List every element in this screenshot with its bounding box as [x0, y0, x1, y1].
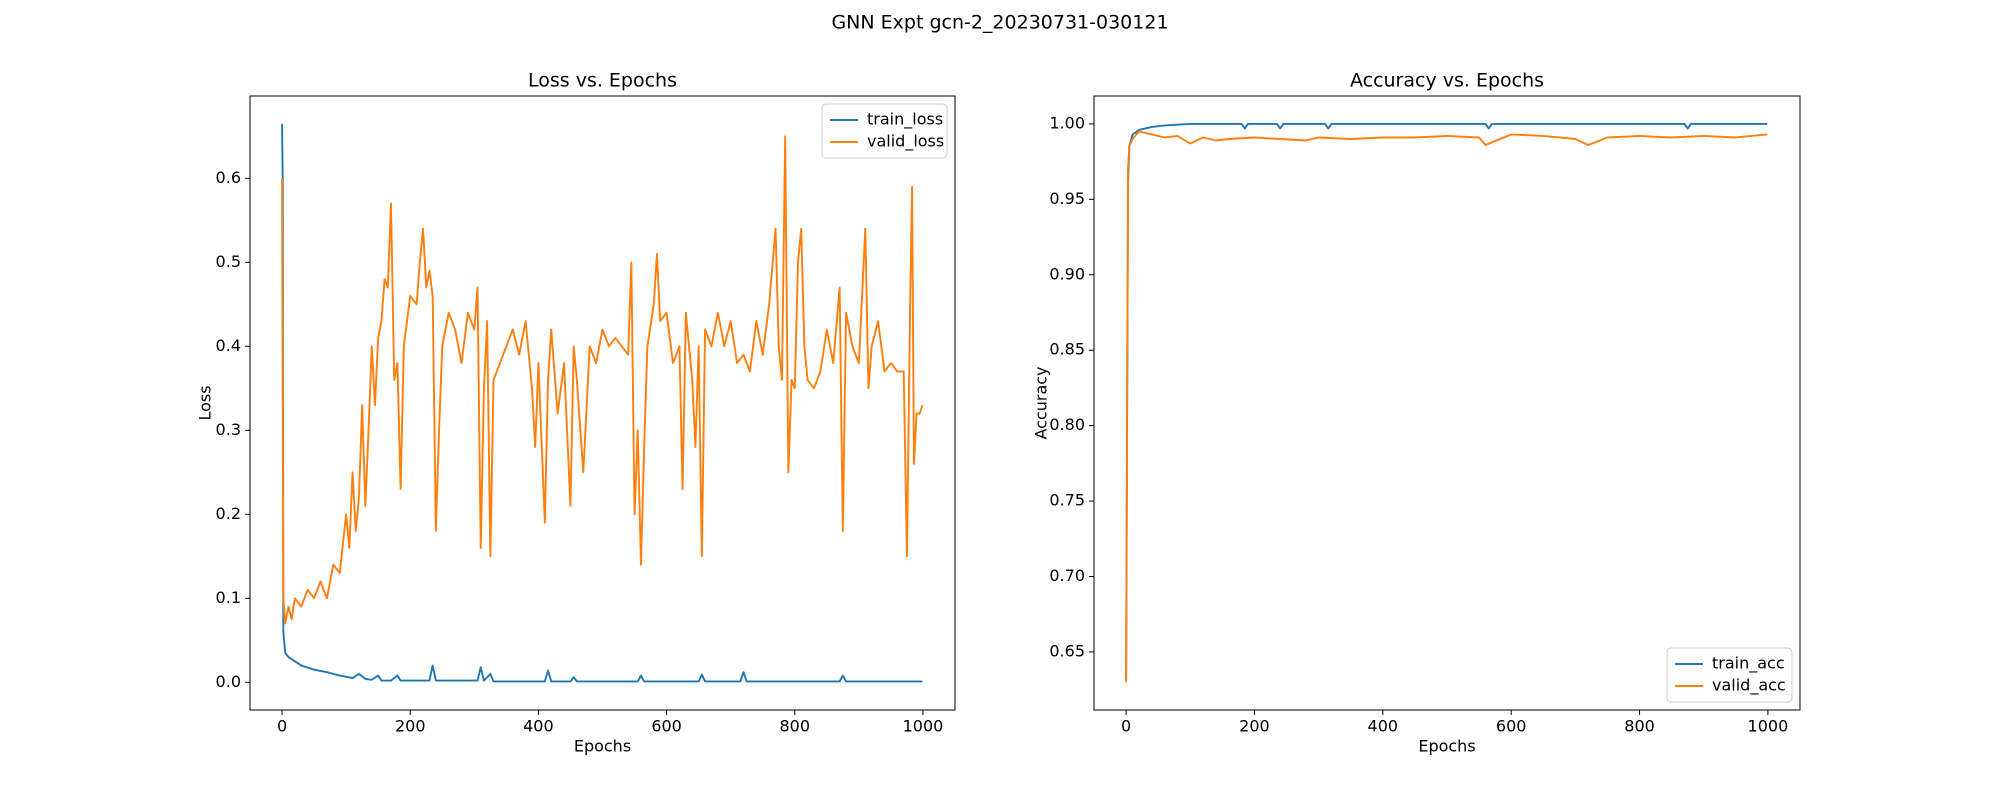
- line-series: [1125, 130, 1768, 683]
- x-tick-label: 1000: [903, 717, 944, 736]
- line-series: [281, 123, 923, 683]
- x-axis-label: Epochs: [574, 737, 631, 756]
- axes-frame: [249, 95, 956, 711]
- x-tick-label: 200: [1239, 717, 1270, 736]
- y-tick-label: 0.85: [1049, 340, 1085, 359]
- y-tick-label: 1.00: [1049, 113, 1085, 132]
- y-tick-label: 0.6: [216, 168, 241, 187]
- x-tick-label: 400: [1368, 717, 1399, 736]
- y-tick-label: 0.95: [1049, 189, 1085, 208]
- y-tick-label: 0.3: [216, 420, 241, 439]
- y-tick-label: 0.4: [216, 336, 241, 355]
- y-tick-label: 0.1: [216, 588, 241, 607]
- x-tick-label: 0: [277, 717, 287, 736]
- axes-title: Loss vs. Epochs: [528, 70, 677, 92]
- y-axis-label: Accuracy: [1032, 366, 1051, 439]
- x-tick-label: 600: [651, 717, 682, 736]
- y-tick-label: 0.75: [1049, 491, 1085, 510]
- x-axis-label: Epochs: [1418, 737, 1475, 756]
- x-tick-label: 800: [779, 717, 810, 736]
- figure-title: GNN Expt gcn-2_20230731-030121: [831, 12, 1168, 34]
- y-tick-label: 0.2: [216, 504, 241, 523]
- line-series: [281, 135, 924, 625]
- legend-label: train_loss: [867, 110, 943, 130]
- x-tick-label: 1000: [1748, 717, 1789, 736]
- y-tick-label: 0.5: [216, 252, 241, 271]
- legend-label: valid_loss: [867, 132, 944, 152]
- y-tick-label: 0.90: [1049, 264, 1085, 283]
- line-series: [1125, 122, 1768, 683]
- axes-frame: [1093, 95, 1801, 711]
- legend-box: [1666, 647, 1793, 703]
- y-axis-label: Loss: [196, 385, 215, 420]
- x-tick-label: 200: [395, 717, 426, 736]
- y-tick-label: 0.0: [216, 672, 241, 691]
- legend-label: valid_acc: [1712, 676, 1786, 696]
- legend-label: train_acc: [1712, 654, 1785, 674]
- x-tick-label: 600: [1496, 717, 1527, 736]
- y-tick-label: 0.65: [1049, 641, 1085, 660]
- legend-box: [821, 103, 948, 159]
- y-tick-label: 0.80: [1049, 415, 1085, 434]
- y-tick-label: 0.70: [1049, 566, 1085, 585]
- x-tick-label: 800: [1624, 717, 1655, 736]
- x-tick-label: 0: [1121, 717, 1131, 736]
- x-tick-label: 400: [523, 717, 554, 736]
- axes-title: Accuracy vs. Epochs: [1350, 70, 1544, 92]
